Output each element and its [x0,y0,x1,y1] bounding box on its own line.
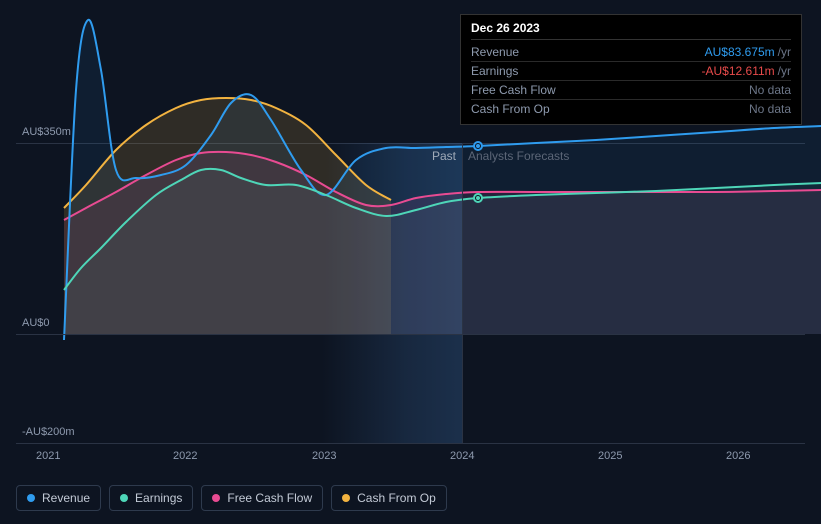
x-axis-label-2026: 2026 [726,450,750,462]
legend-label: Cash From Op [357,491,436,505]
chart-tooltip: Dec 26 2023 Revenue AU$83.675m/yr Earnings… [460,14,802,125]
grid-line-bottom [16,443,805,444]
legend-dot-icon [212,494,220,502]
x-axis-label-2024: 2024 [450,450,474,462]
y-axis-label-350: AU$350m [22,126,71,138]
x-axis-label-2025: 2025 [598,450,622,462]
past-label: Past [416,149,456,163]
legend-dot-icon [27,494,35,502]
tooltip-value: -AU$12.611m/yr [702,64,792,78]
grid-line-zero [16,334,805,335]
tooltip-unit: /yr [778,45,791,59]
y-axis-label-neg200: -AU$200m [22,426,75,438]
x-axis-label-2021: 2021 [36,450,60,462]
x-axis-label-2022: 2022 [173,450,197,462]
tooltip-unit: /yr [778,64,791,78]
tooltip-row-free-cash-flow: Free Cash Flow No data [471,81,791,100]
legend-item-cash-from-op[interactable]: Cash From Op [331,485,447,511]
tooltip-label: Revenue [471,45,687,59]
tooltip-value: AU$83.675m/yr [705,45,791,59]
tooltip-label: Cash From Op [471,102,731,116]
legend-label: Revenue [42,491,90,505]
earnings-marker-dot [476,196,480,200]
past-forecast-divider [462,143,463,443]
forecast-label: Analysts Forecasts [468,149,569,163]
legend-label: Free Cash Flow [227,491,312,505]
y-axis-label-0: AU$0 [22,317,50,329]
tooltip-date: Dec 26 2023 [471,21,791,40]
legend-dot-icon [342,494,350,502]
x-axis-label-2023: 2023 [312,450,336,462]
tooltip-value: No data [749,102,791,116]
legend-dot-icon [120,494,128,502]
tooltip-label: Earnings [471,64,684,78]
tooltip-value: No data [749,83,791,97]
legend-item-free-cash-flow[interactable]: Free Cash Flow [201,485,323,511]
legend-item-earnings[interactable]: Earnings [109,485,193,511]
tooltip-row-revenue: Revenue AU$83.675m/yr [471,43,791,62]
tooltip-row-cash-from-op: Cash From Op No data [471,100,791,118]
tooltip-row-earnings: Earnings -AU$12.611m/yr [471,62,791,81]
revenue-marker-dot [476,144,480,148]
tooltip-label: Free Cash Flow [471,83,731,97]
chart-legend: Revenue Earnings Free Cash Flow Cash From O… [16,485,447,511]
legend-item-revenue[interactable]: Revenue [16,485,101,511]
legend-label: Earnings [135,491,182,505]
